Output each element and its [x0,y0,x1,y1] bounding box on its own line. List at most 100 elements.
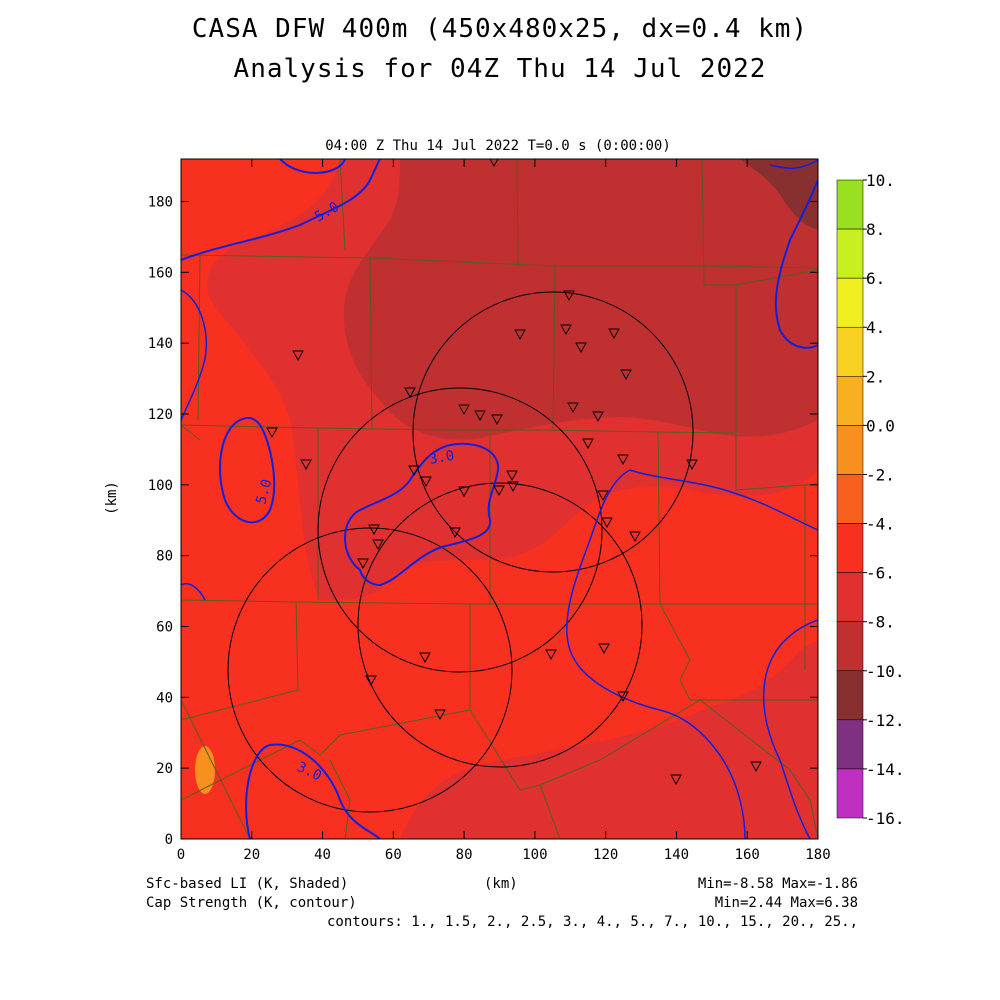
y-axis: 0 20 40 60 80 100 120 140 160 180 [148,195,818,848]
station-marker [629,531,641,543]
station-marker [617,454,629,466]
colorbar-swatch [836,228,864,279]
station-marker [514,329,526,341]
contour-5 [181,159,381,261]
contour-5 [279,159,346,174]
station-marker [598,643,610,655]
x-tick-label: 180 [805,847,830,863]
colorbar-swatch [836,670,864,721]
station-marker [545,649,557,661]
y-tick-label: 180 [148,195,173,211]
station-marker [420,476,432,488]
station-marker [458,404,470,416]
station-marker [686,459,698,471]
y-tick-label: 0 [165,832,173,848]
station-marker [560,324,572,336]
shade-region-darkest [740,159,818,230]
x-tick-label: 60 [385,847,402,863]
x-axis: 0 20 40 60 80 100 120 140 160 180 [177,159,831,863]
colorbar-swatch [836,572,864,622]
colorbar-label: -2. [866,465,895,484]
contour-line [629,469,818,531]
station-marker [608,328,620,340]
colorbar-label: -12. [866,711,905,730]
cap-strength-contours [181,159,818,839]
colorbar-swatch [836,326,864,377]
station-marker [567,402,579,414]
x-tick-label: 80 [456,847,473,863]
colorbar: 10. 8. 6. 4. 2. 0.0 -2. -4. -6. -8. -10. -12. -14. -1… [836,171,905,828]
radar-range-circle [227,527,513,813]
shade-region-south [400,640,818,839]
y-axis-label: (km) [104,481,120,515]
colorbar-swatch [836,277,864,328]
radar-range-circles [227,291,694,813]
station-marker [292,350,304,362]
station-marker [458,486,470,498]
shade-region-orange [195,746,215,794]
colorbar-label: 4. [866,318,885,337]
x-tick-label: 140 [664,847,689,863]
contour-line [181,583,206,601]
station-marker [750,761,762,773]
radar-range-circle [317,387,603,673]
plot-frame [180,158,819,840]
contour-line [181,289,207,421]
x-axis-label: (km) [484,876,518,892]
station-marker [563,290,575,302]
station-marker [493,485,505,497]
colorbar-label: -8. [866,613,895,632]
colorbar-label: -10. [866,662,905,681]
x-tick-label: 20 [243,847,260,863]
station-markers [266,159,762,786]
contour-3 [245,743,381,839]
station-marker [507,481,519,493]
x-tick-label: 160 [735,847,760,863]
y-tick-label: 20 [156,761,173,777]
contour-3 [344,442,500,587]
x-tick-label: 40 [314,847,331,863]
y-tick-label: 120 [148,407,173,423]
county-lines [181,159,818,839]
x-tick-label: 0 [177,847,185,863]
station-marker [357,558,369,570]
station-marker [300,459,312,471]
station-marker [449,527,461,539]
y-tick-label: 140 [148,336,173,352]
colorbar-label: -14. [866,760,905,779]
contour-5 [774,179,818,349]
contour-levels: contours: 1., 1.5, 2., 2.5, 3., 4., 5., … [326,914,858,930]
colorbar-label: -6. [866,564,895,583]
colorbar-label: 2. [866,367,885,386]
colorbar-label: -16. [866,809,905,828]
title-line-2: Analysis for 04Z Thu 14 Jul 2022 [233,54,767,84]
colorbar-swatch [836,523,864,573]
colorbar-swatch [836,474,864,524]
colorbar-label: -4. [866,515,895,534]
colorbar-label: 6. [866,269,885,288]
colorbar-label: 0.0 [866,416,895,435]
colorbar-swatch [836,719,864,770]
station-marker [489,159,499,168]
station-marker [617,691,629,703]
station-marker [372,539,384,551]
x-tick-label: 120 [593,847,618,863]
colorbar-swatch [836,376,864,426]
station-marker [601,517,613,529]
station-marker [491,414,503,426]
contour-line [769,159,818,170]
shaded-field-label: Sfc-based LI (K, Shaded) [146,876,349,892]
station-marker [419,652,431,664]
radar-range-circle [357,482,643,768]
colorbar-swatch [836,425,864,475]
station-marker [592,411,604,423]
y-tick-label: 80 [156,549,173,565]
title-line-1: CASA DFW 400m (450x480x25, dx=0.4 km) [191,14,809,44]
station-marker [506,470,518,482]
station-marker [365,675,377,687]
contour-5 [219,416,276,524]
map-plot-area: 5.0 5.0 3.0 3.0 [181,159,818,839]
station-marker [597,490,609,502]
station-marker [670,774,682,786]
